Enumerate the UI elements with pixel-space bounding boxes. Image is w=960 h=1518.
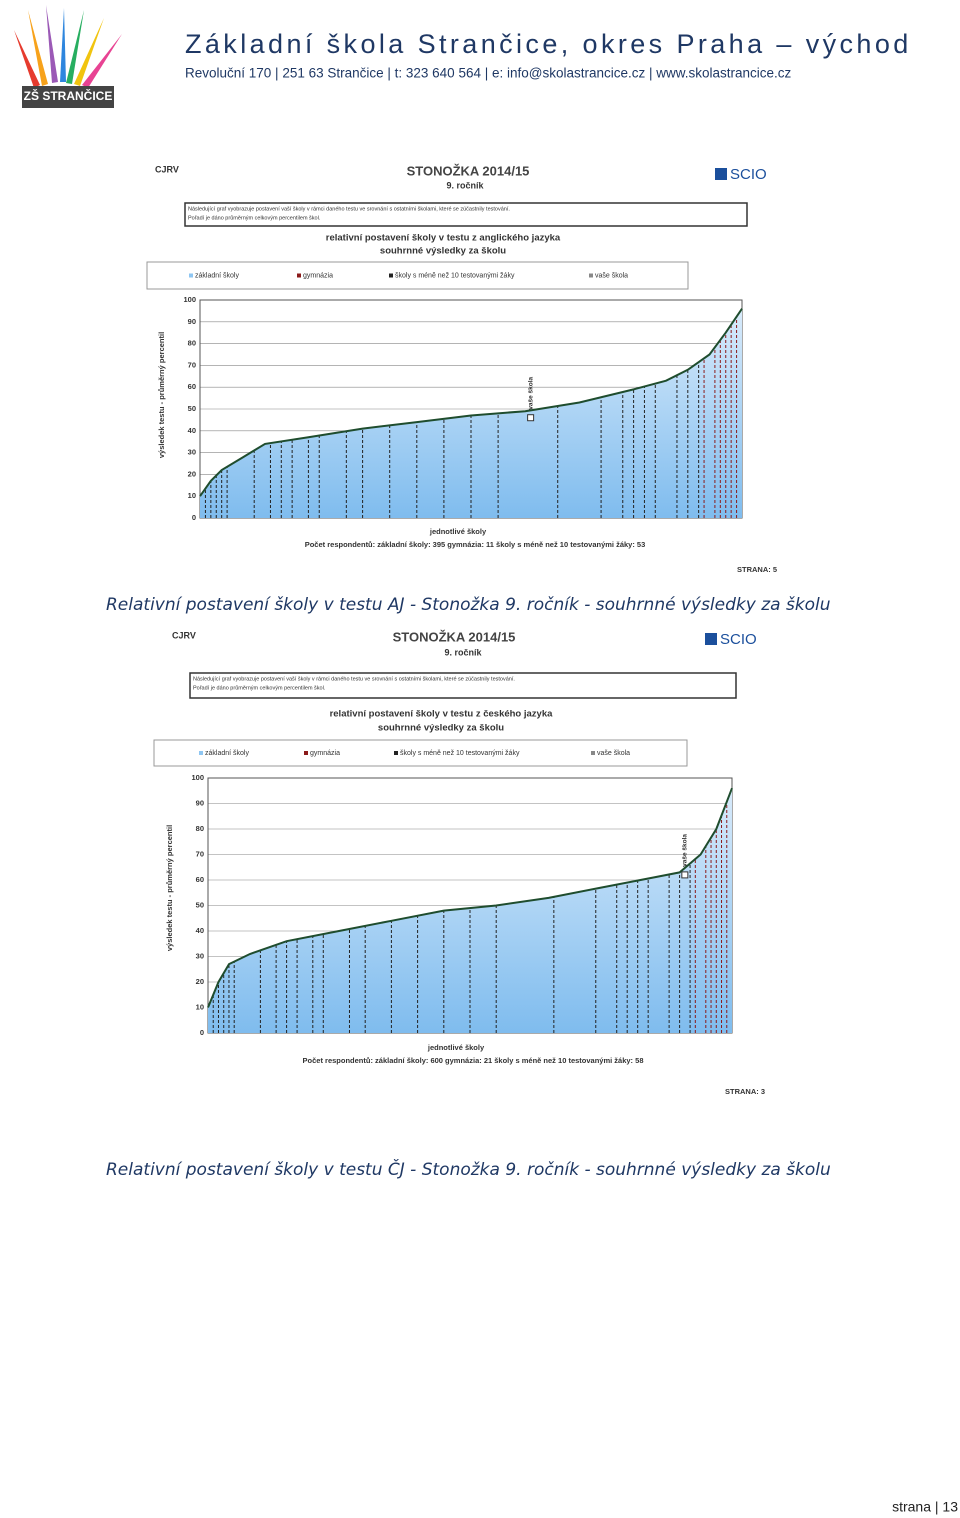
legend-label: vaše škola [595, 272, 628, 279]
note-line: Pořadí je dáno průměrným celkovým percen… [188, 214, 321, 221]
y-tick-label: 60 [196, 875, 204, 884]
school-title: Základní škola Strančice, okres Praha – … [185, 29, 912, 59]
y-tick-label: 40 [196, 926, 204, 935]
legend-swatch [394, 751, 398, 755]
school-marker [527, 414, 535, 422]
scio-logo: SCIO [720, 631, 757, 648]
legend-swatch [591, 751, 595, 755]
note-line: Pořadí je dáno průměrným celkovým percen… [193, 684, 326, 691]
curve-area [200, 308, 742, 518]
report-title: STONOŽKA 2014/15 [393, 629, 516, 644]
school-marker [681, 871, 689, 879]
chart-subtitle: souhrnné výsledky za školu [378, 723, 504, 734]
legend-label: gymnázia [310, 750, 340, 757]
y-tick-label: 50 [188, 404, 196, 413]
y-tick-label: 50 [196, 900, 204, 909]
chart-title: relativní postavení školy v testu z česk… [330, 709, 554, 720]
y-tick-label: 80 [188, 339, 196, 348]
corner-code: CJRV [155, 164, 179, 174]
note-box [189, 672, 737, 699]
legend-label: základní školy [195, 272, 239, 279]
school-label: vaše škola [527, 376, 534, 409]
legend-swatch [304, 751, 308, 755]
caption: Relativní postavení školy v testu ČJ - S… [106, 1158, 831, 1180]
report-subtitle: 9. ročník [446, 180, 484, 190]
logo-text: ZŠ STRANČICE [24, 88, 113, 103]
report-page: STRANA: 3 [725, 1087, 765, 1096]
report-title: STONOŽKA 2014/15 [407, 163, 530, 178]
y-tick-label: 60 [188, 382, 196, 391]
y-tick-label: 90 [196, 798, 204, 807]
y-tick-label: 70 [188, 360, 196, 369]
logo: ZŠ STRANČICE [14, 5, 122, 108]
report-subtitle: 9. ročník [444, 647, 482, 657]
y-tick-label: 20 [188, 469, 196, 478]
y-tick-label: 0 [200, 1028, 204, 1037]
respondents: Počet respondentů: základní školy: 395 g… [305, 540, 646, 549]
legend-label: vaše škola [597, 750, 630, 757]
y-axis-label: výsledek testu - průměrný percentil [165, 825, 174, 951]
y-tick-label: 80 [196, 824, 204, 833]
caption: Relativní postavení školy v testu AJ - S… [106, 595, 831, 615]
school-label: vaše škola [682, 834, 689, 867]
curve-line [199, 308, 743, 497]
legend-label: základní školy [205, 750, 249, 757]
x-axis-label: jednotlivé školy [429, 527, 487, 536]
y-tick-label: 30 [188, 448, 196, 457]
y-tick-label: 20 [196, 977, 204, 986]
note-line: Následující graf vyobrazuje postavení va… [188, 206, 510, 212]
y-tick-label: 100 [183, 295, 196, 304]
note-line: Následující graf vyobrazuje postavení va… [193, 676, 515, 682]
legend-swatch [589, 273, 593, 278]
legend-swatch [199, 751, 203, 755]
y-tick-label: 10 [196, 1002, 204, 1011]
chart-title: relativní postavení školy v testu z angl… [326, 233, 561, 244]
report-page: STRANA: 5 [737, 565, 777, 574]
legend-label: gymnázia [303, 272, 333, 279]
scio-mark [705, 633, 717, 645]
scio-logo: SCIO [730, 166, 767, 183]
y-tick-label: 0 [192, 513, 196, 522]
curve-line [207, 787, 733, 1008]
respondents: Počet respondentů: základní školy: 600 g… [303, 1056, 644, 1065]
y-tick-label: 40 [188, 426, 196, 435]
legend-swatch [297, 273, 301, 278]
scio-mark [715, 168, 727, 180]
legend-swatch [189, 273, 193, 278]
y-tick-label: 90 [188, 317, 196, 326]
y-tick-label: 100 [191, 773, 204, 782]
y-tick-label: 10 [188, 491, 196, 500]
corner-code: CJRV [172, 630, 196, 640]
legend-label: školy s méně než 10 testovanými žáky [400, 750, 520, 757]
note-box [184, 202, 748, 227]
school-address: Revoluční 170 | 251 63 Strančice | t: 32… [185, 66, 792, 81]
legend-box [153, 739, 688, 767]
page-number: strana | 13 [892, 1499, 958, 1515]
y-axis-label: výsledek testu - průměrný percentil [157, 332, 166, 458]
legend-box [146, 261, 689, 290]
y-tick-label: 30 [196, 951, 204, 960]
y-tick-label: 70 [196, 849, 204, 858]
chart-subtitle: souhrnné výsledky za školu [380, 246, 506, 257]
legend-swatch [389, 273, 393, 278]
legend-label: školy s méně než 10 testovanými žáky [395, 272, 515, 279]
x-axis-label: jednotlivé školy [427, 1043, 485, 1052]
